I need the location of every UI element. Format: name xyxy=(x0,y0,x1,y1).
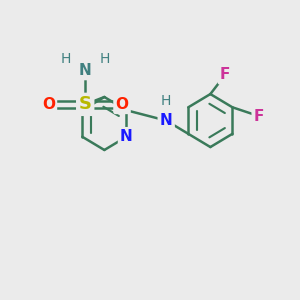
Text: N: N xyxy=(79,63,92,78)
Text: S: S xyxy=(79,95,92,113)
Text: N: N xyxy=(160,113,172,128)
Text: N: N xyxy=(120,129,133,144)
Text: F: F xyxy=(220,68,230,82)
Text: H: H xyxy=(99,52,110,66)
Text: H: H xyxy=(161,94,171,108)
Text: H: H xyxy=(61,52,71,66)
Text: O: O xyxy=(116,97,128,112)
Text: F: F xyxy=(254,109,264,124)
Text: O: O xyxy=(42,97,55,112)
